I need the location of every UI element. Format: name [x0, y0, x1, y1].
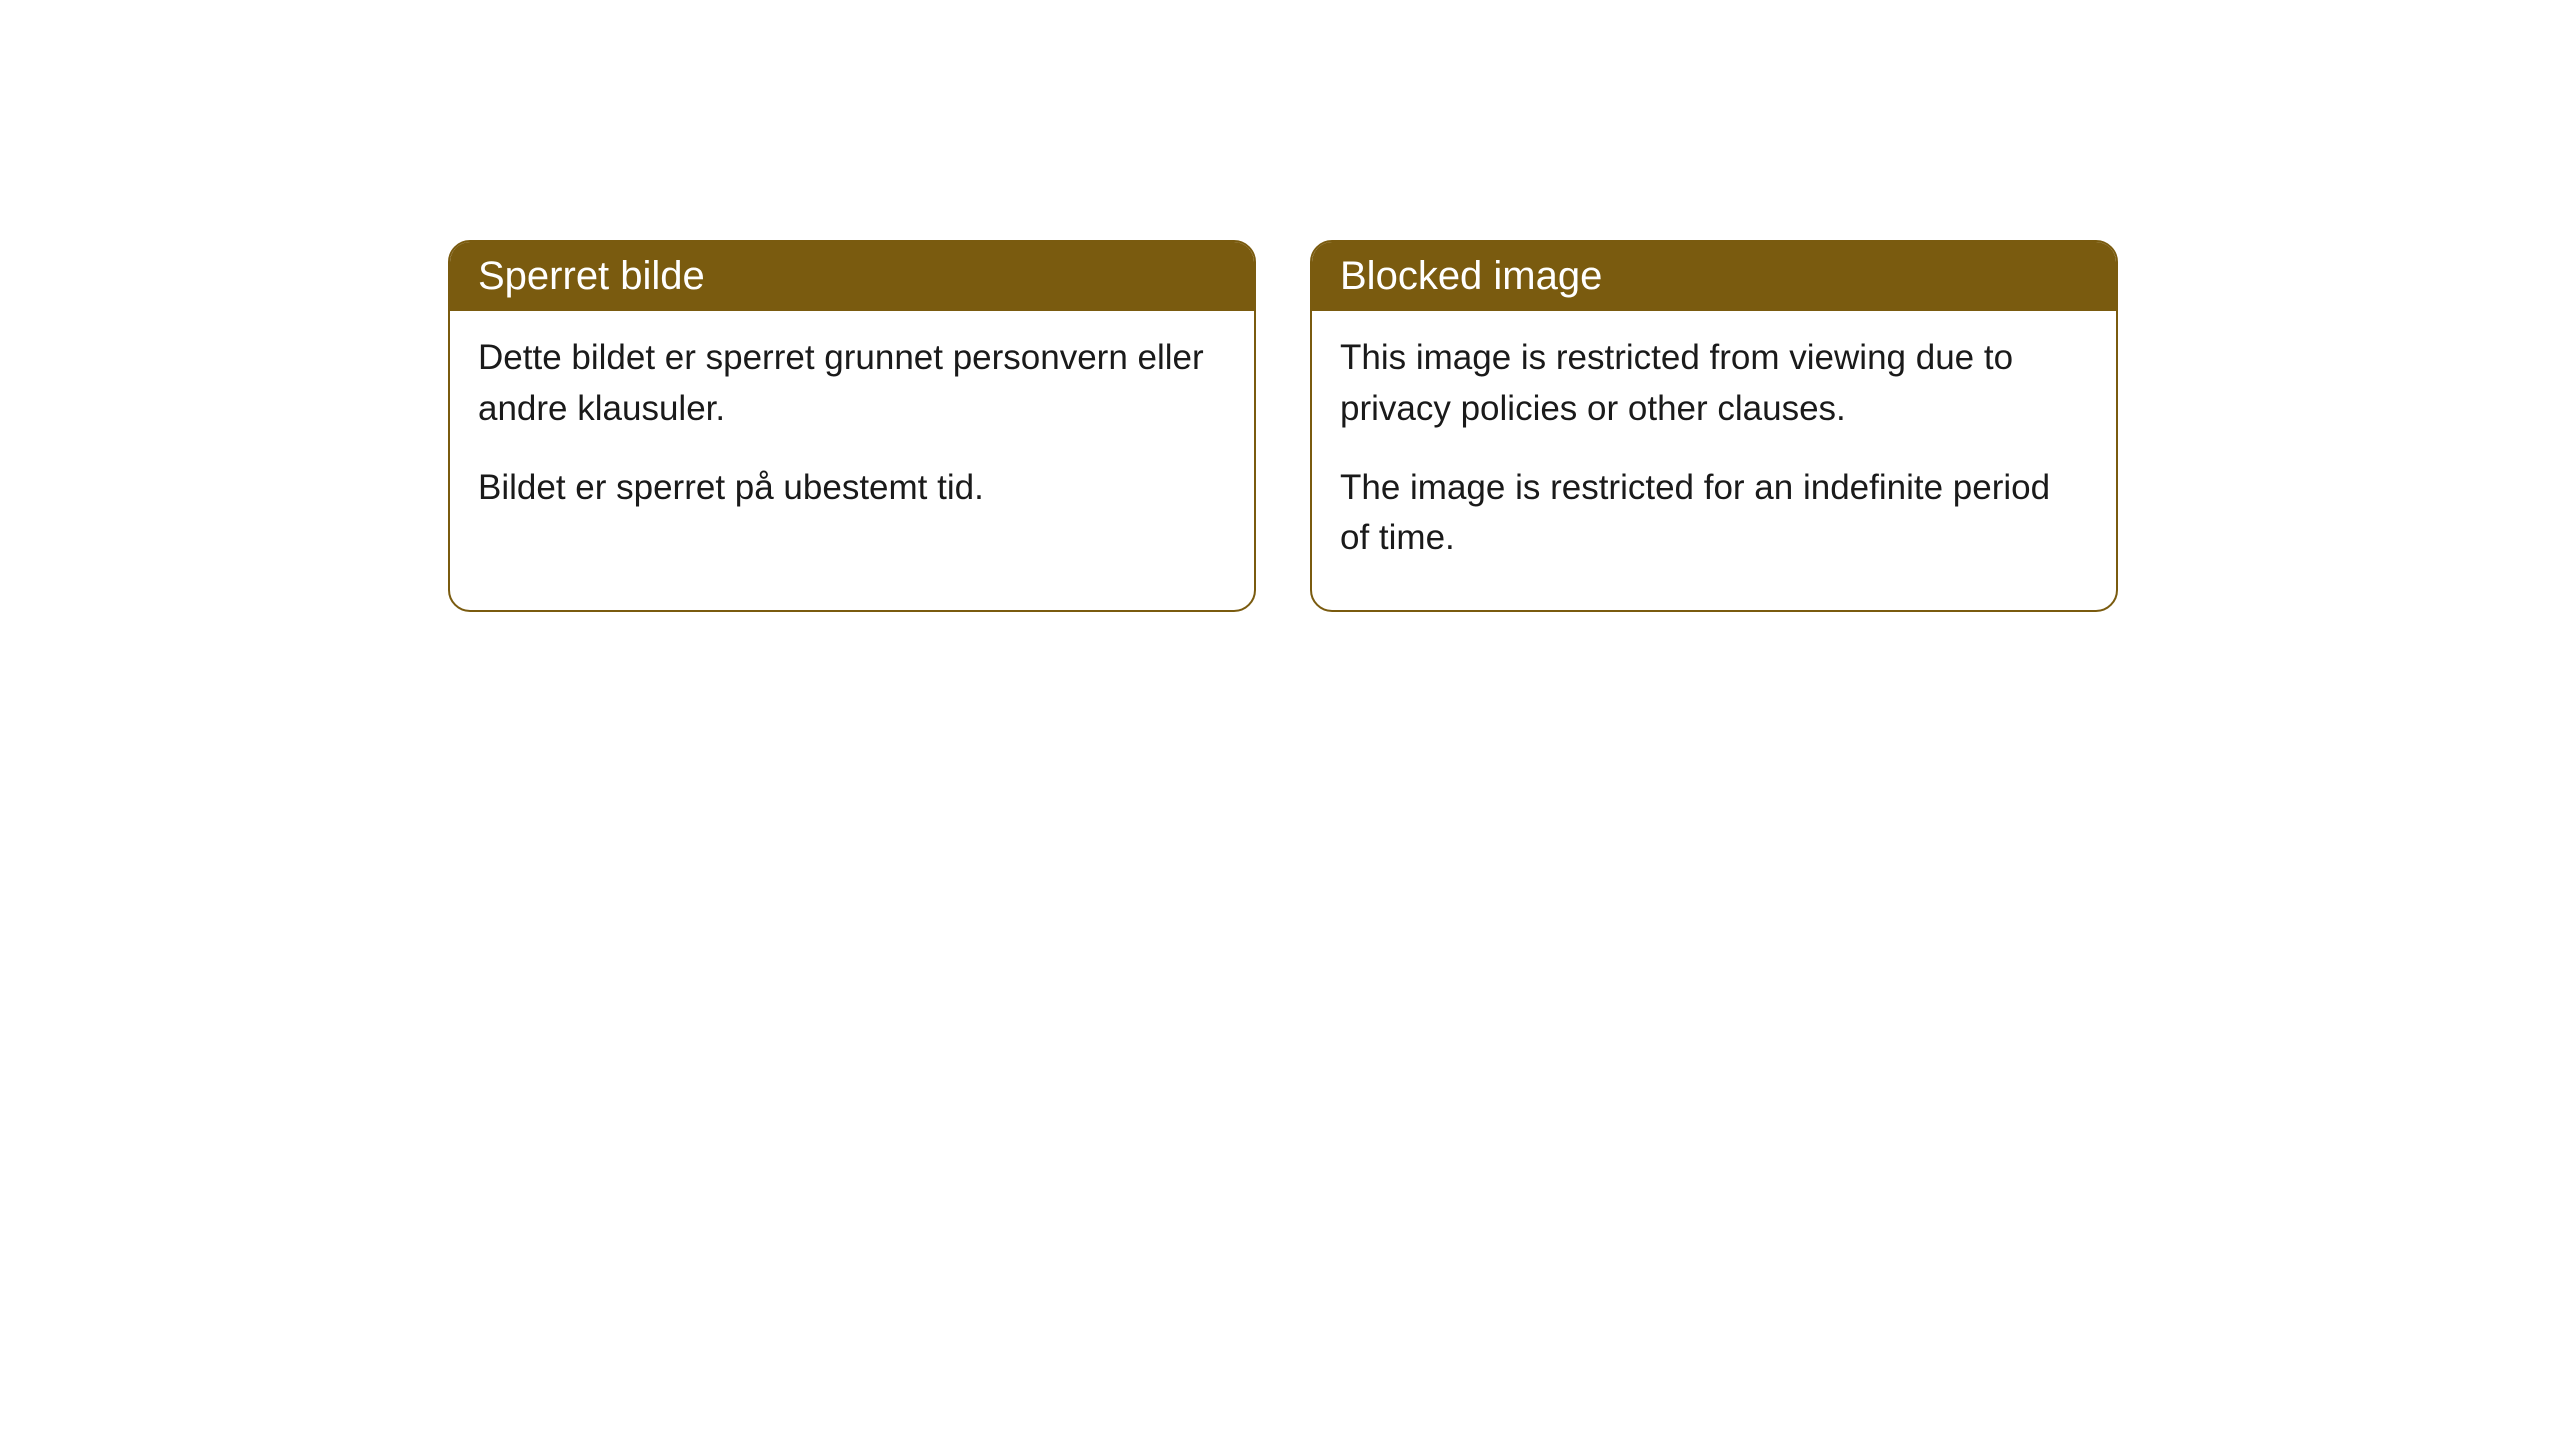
card-title: Sperret bilde — [478, 254, 705, 298]
blocked-image-card-english: Blocked image This image is restricted f… — [1310, 240, 2118, 612]
card-paragraph: The image is restricted for an indefinit… — [1340, 463, 2088, 565]
blocked-image-card-norwegian: Sperret bilde Dette bildet er sperret gr… — [448, 240, 1256, 612]
card-title: Blocked image — [1340, 254, 1602, 298]
card-body: This image is restricted from viewing du… — [1312, 311, 2116, 610]
card-header: Sperret bilde — [450, 242, 1254, 311]
card-body: Dette bildet er sperret grunnet personve… — [450, 311, 1254, 559]
notice-cards-container: Sperret bilde Dette bildet er sperret gr… — [448, 240, 2118, 612]
card-paragraph: Bildet er sperret på ubestemt tid. — [478, 463, 1226, 514]
card-paragraph: This image is restricted from viewing du… — [1340, 333, 2088, 435]
card-paragraph: Dette bildet er sperret grunnet personve… — [478, 333, 1226, 435]
card-header: Blocked image — [1312, 242, 2116, 311]
